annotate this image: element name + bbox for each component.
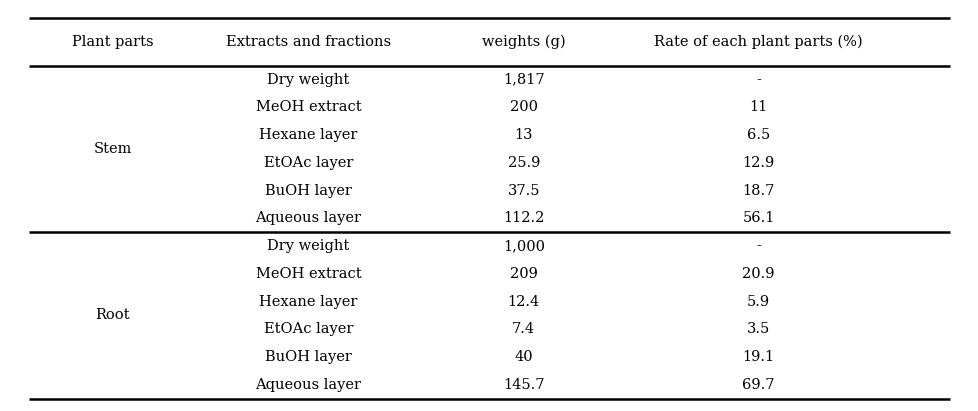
Text: 145.7: 145.7: [503, 378, 544, 392]
Text: 5.9: 5.9: [746, 295, 770, 309]
Text: 200: 200: [510, 100, 537, 114]
Text: 40: 40: [513, 350, 533, 364]
Text: 25.9: 25.9: [507, 156, 540, 170]
Text: 19.1: 19.1: [742, 350, 774, 364]
Text: 37.5: 37.5: [507, 184, 540, 198]
Text: -: -: [756, 239, 760, 253]
Text: 209: 209: [510, 267, 537, 281]
Text: 12.9: 12.9: [742, 156, 774, 170]
Text: Aqueous layer: Aqueous layer: [255, 211, 361, 225]
Text: 7.4: 7.4: [511, 322, 535, 336]
Text: Stem: Stem: [93, 142, 132, 156]
Text: BuOH layer: BuOH layer: [265, 184, 351, 198]
Text: MeOH extract: MeOH extract: [255, 100, 361, 114]
Text: Rate of each plant parts (%): Rate of each plant parts (%): [653, 35, 863, 49]
Text: MeOH extract: MeOH extract: [255, 267, 361, 281]
Text: EtOAc layer: EtOAc layer: [263, 322, 353, 336]
Text: Root: Root: [95, 308, 130, 323]
Text: 20.9: 20.9: [741, 267, 775, 281]
Text: -: -: [756, 73, 760, 87]
Text: 11: 11: [749, 100, 767, 114]
Text: 13: 13: [514, 128, 532, 142]
Text: weights (g): weights (g): [481, 35, 565, 49]
Text: 1,817: 1,817: [503, 73, 544, 87]
Text: 69.7: 69.7: [741, 378, 775, 392]
Text: Dry weight: Dry weight: [267, 239, 349, 253]
Text: 56.1: 56.1: [741, 211, 775, 225]
Text: Aqueous layer: Aqueous layer: [255, 378, 361, 392]
Text: Hexane layer: Hexane layer: [259, 128, 357, 142]
Text: BuOH layer: BuOH layer: [265, 350, 351, 364]
Text: 112.2: 112.2: [503, 211, 544, 225]
Text: EtOAc layer: EtOAc layer: [263, 156, 353, 170]
Text: 12.4: 12.4: [508, 295, 539, 309]
Text: Plant parts: Plant parts: [71, 35, 154, 49]
Text: 6.5: 6.5: [746, 128, 770, 142]
Text: Hexane layer: Hexane layer: [259, 295, 357, 309]
Text: 3.5: 3.5: [746, 322, 770, 336]
Text: Extracts and fractions: Extracts and fractions: [226, 35, 390, 49]
Text: 18.7: 18.7: [741, 184, 775, 198]
Text: 1,000: 1,000: [503, 239, 544, 253]
Text: Dry weight: Dry weight: [267, 73, 349, 87]
